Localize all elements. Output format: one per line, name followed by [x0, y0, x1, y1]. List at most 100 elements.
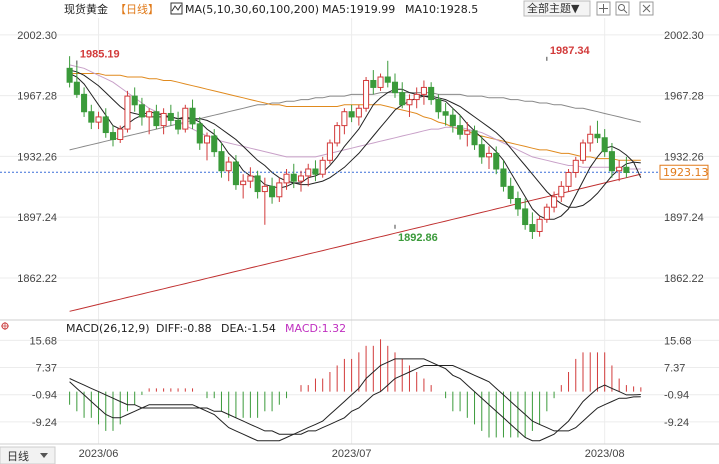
candle-body	[66, 67, 73, 83]
candle-body	[587, 133, 594, 144]
candle-body	[254, 175, 261, 193]
price-tick-right: 1967.28	[664, 91, 704, 103]
candle-body	[182, 107, 189, 130]
price-tick-left: 1897.24	[17, 212, 57, 224]
candle-body	[269, 185, 276, 198]
period-label[interactable]: 【日线】	[115, 2, 159, 16]
candle-body	[240, 180, 247, 186]
candle-body	[348, 111, 355, 118]
candle-body	[370, 79, 377, 88]
current-price-label: 1923.13	[663, 166, 709, 179]
candle-body	[232, 161, 239, 186]
ma200-line	[69, 173, 641, 312]
candle-body	[160, 112, 167, 127]
diff-line	[69, 358, 641, 442]
price-axis: 2002.30 2002.30 1967.28 1967.28 1932.26 1932.…	[17, 30, 709, 285]
candle-body	[384, 76, 391, 83]
close-icon[interactable]	[639, 1, 654, 16]
candle-body	[153, 111, 160, 127]
candle-body	[522, 208, 529, 226]
candle-body	[117, 128, 124, 140]
price-tick-left: 1967.28	[17, 91, 57, 103]
candlesticks	[66, 56, 630, 239]
candle-body	[449, 114, 456, 127]
ma-toggle-icon[interactable]	[170, 2, 183, 15]
candle-body	[131, 95, 138, 106]
candle-body	[225, 161, 232, 172]
candle-body	[305, 168, 312, 177]
ma100-line	[69, 92, 641, 151]
macd-tick-right: 7.37	[664, 363, 685, 375]
price-tick-right: 1897.24	[664, 212, 704, 224]
macd-tick-right: -0.94	[664, 390, 689, 402]
ma-params: MA(5,10,30,60,100,200)	[185, 3, 319, 16]
price-tick-left: 1862.22	[17, 273, 57, 285]
settings-icon[interactable]	[596, 1, 611, 16]
candle-body	[167, 112, 174, 121]
zoom-icon[interactable]	[615, 1, 630, 16]
candle-body	[261, 185, 268, 193]
candle-body	[355, 107, 362, 118]
candle-body	[457, 125, 464, 135]
chart-header: 现货黄金 【日线】 MA(5,10,30,60,100,200) MA5:191…	[64, 0, 654, 17]
current-price-box	[659, 164, 709, 180]
candle-body	[608, 151, 615, 172]
candle-body	[413, 93, 420, 101]
candle-body	[558, 185, 565, 198]
candle-body	[363, 79, 370, 109]
period-tab[interactable]: 日线	[0, 446, 56, 464]
candle-body	[572, 159, 579, 173]
price-tick-right: 1862.22	[664, 273, 704, 285]
candle-body	[138, 104, 145, 118]
candle-body	[536, 218, 543, 232]
candle-body	[88, 111, 95, 123]
price-grid	[0, 18, 719, 444]
candle-body	[507, 185, 514, 200]
candle-body	[594, 133, 601, 139]
candle-body	[478, 144, 485, 158]
theme-button-label: 全部主题▼	[527, 1, 580, 15]
candle-body	[334, 125, 341, 144]
crosshair-icon[interactable]	[1, 322, 9, 330]
candle-body	[247, 175, 254, 182]
theme-dropdown-button[interactable]: 全部主题▼	[523, 0, 591, 17]
macd-tick-left: 7.37	[36, 363, 57, 375]
candle-body	[623, 166, 630, 173]
candle-body	[95, 116, 102, 123]
candle-body	[464, 130, 471, 135]
annotation-label: 1892.86	[398, 232, 438, 244]
candle-body	[529, 224, 536, 232]
candle-body	[551, 196, 558, 208]
chart-title: 现货黄金	[64, 2, 108, 16]
macd-value: MACD:1.32	[285, 322, 346, 335]
candle-body	[377, 76, 384, 88]
candle-body	[493, 152, 500, 170]
candle-body	[81, 93, 88, 113]
candle-body	[290, 173, 297, 182]
candle-body	[189, 107, 196, 125]
candle-body	[124, 95, 131, 130]
candle-body	[420, 86, 427, 95]
price-tick-left: 2002.30	[17, 30, 57, 42]
candle-body	[485, 152, 493, 158]
candle-body	[146, 111, 153, 118]
candle-body	[203, 135, 211, 144]
macd-dea: DEA:-1.54	[221, 322, 276, 335]
dea-line	[69, 365, 641, 435]
macd-params: MACD(26,12,9)	[66, 322, 150, 335]
candle-body	[616, 166, 623, 172]
candle-body	[341, 111, 348, 127]
x-tick-label: 2023/08	[585, 448, 625, 460]
annotation-label: 1987.34	[550, 45, 591, 57]
candle-body	[326, 142, 333, 161]
macd-tick-left: 15.68	[29, 335, 57, 347]
period-tab-label: 日线	[7, 449, 29, 463]
macd-lines	[69, 358, 641, 442]
candle-body	[297, 175, 305, 182]
candle-body	[218, 151, 225, 172]
candle-body	[102, 116, 109, 134]
macd-tick-right: 15.68	[664, 335, 692, 347]
